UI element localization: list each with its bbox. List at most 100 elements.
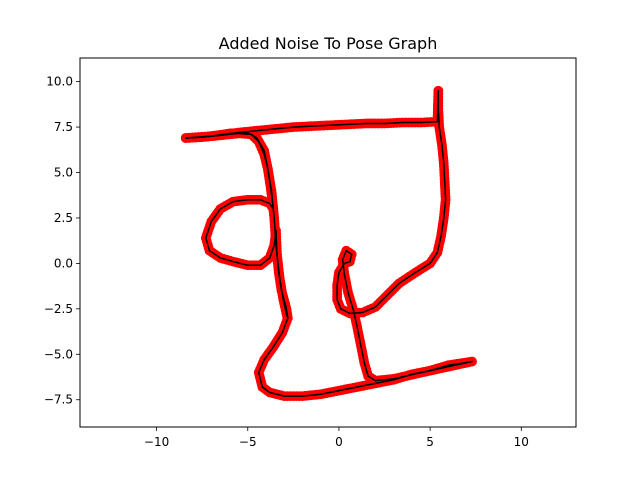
x-axis: −10 −5 0 5 10 bbox=[144, 427, 529, 449]
pose-graph-edge bbox=[374, 295, 388, 308]
pose-graph-edge bbox=[276, 253, 281, 279]
pose-graph-edge bbox=[292, 125, 313, 128]
pose-graph-edge bbox=[310, 124, 331, 127]
pose-graph-edge bbox=[237, 129, 258, 134]
pose-graph-edge bbox=[274, 126, 295, 130]
y-tick-label: −5.0 bbox=[44, 347, 73, 361]
pose-graph-edge bbox=[367, 375, 377, 382]
pose-graph-edge bbox=[268, 244, 275, 259]
pose-graph-edge bbox=[374, 378, 395, 385]
pose-graph-edge bbox=[392, 369, 431, 380]
x-tick-label: −10 bbox=[144, 435, 169, 449]
pose-graph-edge bbox=[443, 162, 446, 183]
pose-graph-edge bbox=[257, 371, 264, 388]
pose-graph-edge bbox=[268, 391, 285, 397]
pose-graph-edge bbox=[349, 253, 353, 263]
chart-title: Added Noise To Pose Graph bbox=[219, 34, 438, 53]
pose-graph-edge bbox=[420, 120, 439, 124]
pose-graph-edge bbox=[347, 122, 368, 126]
pose-graph-edge bbox=[443, 180, 447, 201]
pose-graph-edge bbox=[205, 237, 211, 252]
y-axis: −7.5 −5.0 −2.5 0.0 2.5 5.0 7.5 10.0 bbox=[44, 75, 80, 407]
pose-graph-edge bbox=[275, 229, 278, 256]
pose-graph-edge bbox=[343, 260, 351, 265]
pose-graph-edge bbox=[340, 308, 351, 315]
pose-graph-edge bbox=[338, 386, 358, 392]
pose-graph-edge bbox=[383, 121, 404, 125]
pose-graph-edge bbox=[267, 168, 272, 188]
pose-graph-edge bbox=[219, 257, 234, 263]
pose-graph-edge bbox=[349, 311, 364, 315]
y-tick-label: 2.5 bbox=[54, 211, 73, 225]
pose-graph-edge bbox=[360, 344, 366, 365]
pose-graph-edge bbox=[185, 136, 203, 139]
pose-graph-edge bbox=[429, 360, 473, 372]
pose-graph-edge bbox=[398, 271, 417, 285]
pose-graph-edge bbox=[278, 277, 285, 301]
pose-graph-edge bbox=[232, 199, 249, 203]
axes-frame bbox=[79, 57, 577, 428]
pose-graph-edge bbox=[438, 126, 443, 146]
pose-graph-edge bbox=[336, 271, 340, 286]
pose-graph-edge bbox=[250, 133, 260, 143]
pose-graph-edge bbox=[414, 262, 431, 274]
pose-graph-edge bbox=[345, 249, 353, 256]
pose-graph-edge bbox=[385, 282, 400, 297]
pose-graph-edge bbox=[232, 260, 249, 266]
pose-graph-edge bbox=[282, 299, 288, 317]
pose-graph-edge bbox=[343, 273, 349, 294]
pose-graph-edge bbox=[341, 259, 346, 276]
pose-graph-edge bbox=[356, 382, 377, 388]
pose-graph-edge bbox=[205, 220, 213, 239]
pose-graph-edge bbox=[201, 134, 222, 138]
pose-graph-edge bbox=[237, 132, 253, 136]
y-tick-label: 5.0 bbox=[54, 166, 73, 180]
pose-graph-edge bbox=[257, 358, 265, 374]
pose-graph-edge bbox=[319, 389, 340, 396]
pose-graph-edge bbox=[219, 200, 234, 210]
pose-graph-edge bbox=[336, 299, 342, 310]
y-tick-label: 7.5 bbox=[54, 120, 73, 134]
pose-graph-edge bbox=[437, 108, 440, 128]
pose-graph-edge bbox=[269, 186, 275, 210]
pose-graph-edge bbox=[268, 202, 275, 210]
pose-graph-edge bbox=[338, 262, 346, 274]
pose-graph-edge bbox=[261, 386, 271, 394]
x-tick-label: 5 bbox=[426, 435, 434, 449]
pose-graph-edge bbox=[257, 140, 265, 156]
pose-graph-edge bbox=[429, 251, 439, 265]
pose-graph-edges bbox=[185, 89, 473, 397]
pose-graph-edge bbox=[363, 362, 369, 377]
pose-graph-edge bbox=[374, 378, 395, 382]
x-tick-label: 10 bbox=[514, 435, 529, 449]
pose-graph-edge bbox=[259, 257, 271, 266]
pose-graph-edge bbox=[263, 153, 269, 170]
pose-graph-edge bbox=[329, 123, 349, 127]
pose-graph-edge bbox=[441, 144, 445, 165]
pose-graph-edge bbox=[301, 393, 322, 397]
y-tick-label: −2.5 bbox=[44, 302, 73, 316]
pose-graph-edge bbox=[259, 199, 271, 205]
pose-graph-edge bbox=[361, 306, 377, 314]
plot-area bbox=[180, 85, 477, 401]
pose-graph-edge bbox=[436, 89, 440, 123]
pose-graph-edge bbox=[341, 249, 347, 261]
pose-graph-edge bbox=[356, 326, 362, 346]
pose-graph-edge bbox=[443, 199, 447, 219]
pose-graph-edge bbox=[440, 217, 445, 237]
pose-graph-edge bbox=[263, 346, 275, 361]
y-tick-label: 0.0 bbox=[54, 256, 73, 270]
x-tick-label: −5 bbox=[239, 435, 257, 449]
pose-graph-edge bbox=[281, 317, 289, 334]
pose-graph-edge bbox=[272, 331, 284, 348]
pose-graph-edge bbox=[210, 208, 222, 223]
pose-graph-edge bbox=[256, 128, 276, 132]
pose-graph-edge bbox=[208, 249, 222, 259]
pose-graph-edge bbox=[436, 235, 442, 254]
x-tick-label: 0 bbox=[335, 435, 343, 449]
y-tick-label: −7.5 bbox=[44, 393, 73, 407]
y-tick-label: 10.0 bbox=[46, 75, 73, 89]
pose-graph-edge bbox=[347, 291, 355, 312]
pose-graph-edge bbox=[219, 132, 240, 136]
